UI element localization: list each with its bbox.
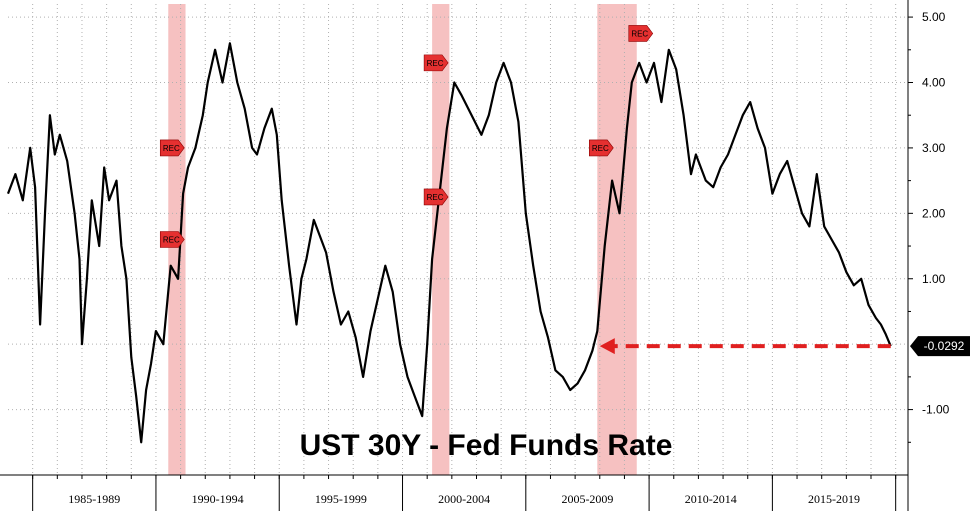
y-tick-label: 2.00: [922, 206, 946, 220]
series-layer: [6, 42, 892, 444]
last-value-badge: [910, 336, 970, 357]
rec-marker-label: REC: [631, 29, 648, 38]
rec-marker: REC: [159, 231, 185, 248]
rec-markers: REC REC REC REC REC REC: [159, 25, 654, 248]
rec-marker-label: REC: [592, 144, 609, 153]
rec-marker: REC: [159, 139, 185, 157]
x-tick-label: 2015-2019: [808, 492, 860, 506]
recession-band: [432, 4, 450, 475]
last-value-label: -0.0292: [924, 339, 965, 353]
rec-marker-shape: [423, 188, 449, 206]
rec-marker-shape: [589, 139, 614, 157]
rec-marker: REC: [589, 139, 614, 157]
y-tick-label: 4.00: [922, 76, 946, 90]
rec-marker: REC: [423, 188, 449, 206]
chart-title: UST 30Y - Fed Funds Rate: [300, 429, 673, 462]
rec-marker-shape: [159, 139, 185, 157]
x-tick-label: 2005-2009: [561, 492, 613, 506]
y-tick-label: -1.00: [922, 403, 950, 417]
recession-band: [597, 4, 637, 475]
last-value-arrowhead: [599, 338, 615, 355]
axes: 5.00 4.00 3.00 2.00 1.00 -1.00 1985-1989 1990-1…: [0, 0, 950, 511]
y-tick-label: 5.00: [922, 10, 946, 24]
series-line: [6, 42, 892, 444]
rec-marker-shape: [423, 54, 449, 72]
x-tick-label: 1985-1989: [68, 492, 120, 506]
rec-marker-shape: [628, 25, 654, 42]
x-tick-label: 1990-1994: [192, 492, 244, 506]
grid: [8, 4, 908, 475]
rec-marker-label: REC: [427, 59, 444, 68]
y-tick-label: 3.00: [922, 141, 946, 155]
x-tick-label: 2000-2004: [438, 492, 490, 506]
rec-marker: REC: [423, 54, 449, 72]
x-tick-label: 2010-2014: [685, 492, 737, 506]
x-tick-label: 1995-1999: [315, 492, 367, 506]
last-value-layer: -0.0292: [599, 336, 970, 357]
rec-marker: REC: [628, 25, 654, 42]
y-tick-label: 1.00: [922, 272, 946, 286]
rec-marker-label: REC: [163, 144, 180, 153]
rec-marker-shape: [159, 231, 185, 248]
rec-marker-label: REC: [427, 193, 444, 202]
rec-marker-label: REC: [163, 236, 180, 245]
recession-bands: [168, 4, 637, 475]
